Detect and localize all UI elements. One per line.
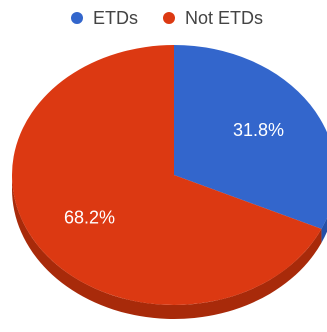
slice-label-not-etds: 68.2% — [64, 207, 115, 227]
slice-not-etds — [12, 45, 322, 305]
slice-side-etds — [321, 217, 327, 243]
legend-label-not-etds: Not ETDs — [185, 8, 263, 28]
legend: ETDs Not ETDs — [71, 8, 263, 28]
pie-data-labels: 31.8% 68.2% — [64, 120, 284, 227]
slice-etds — [174, 45, 327, 229]
legend-marker-not-etds — [163, 12, 175, 24]
legend-marker-etds — [71, 12, 83, 24]
pie-depth — [11, 175, 327, 320]
slice-label-etds: 31.8% — [233, 120, 284, 140]
legend-label-etds: ETDs — [93, 8, 138, 28]
pie-top — [12, 45, 327, 305]
